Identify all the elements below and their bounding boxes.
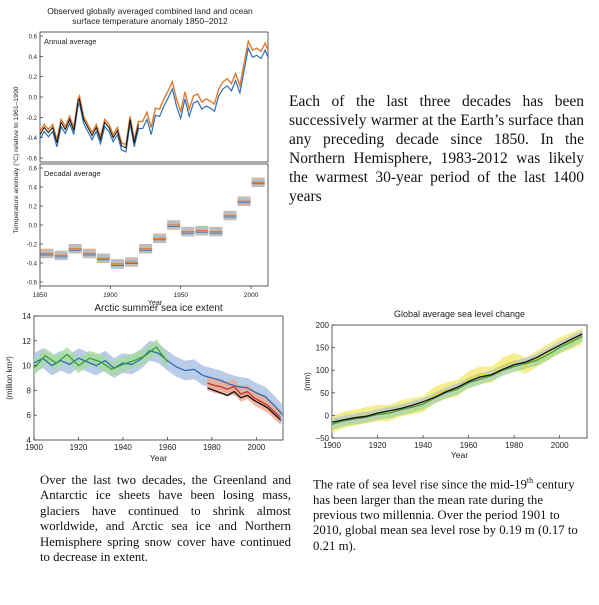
x-tick-label: 2000 (247, 443, 265, 452)
x-tick-label: 1900 (25, 443, 43, 452)
y-axis-label: (million km²) (5, 356, 14, 400)
y-tick-label: 0.0 (29, 96, 38, 102)
y-tick-label: −50 (315, 434, 329, 443)
y-tick-label: 0.0 (29, 224, 38, 230)
x-tick-label: 1850 (33, 292, 48, 299)
y-tick-label: 0 (325, 411, 330, 420)
x-tick-label: 1960 (158, 443, 176, 452)
sea-level-text-b: century has been larger than the mean ra… (313, 477, 578, 553)
annual-blue-line (39, 46, 269, 153)
x-tick-label: 1960 (460, 441, 478, 450)
x-tick-label: 2000 (244, 292, 259, 299)
panel-label: Annual average (44, 37, 97, 46)
x-tick-label: 1940 (414, 441, 432, 450)
y-tick-label: 10 (22, 362, 31, 371)
y-tick-label: 14 (22, 312, 31, 321)
green-series-line (331, 335, 583, 426)
x-tick-label: 1900 (323, 441, 341, 450)
x-axis-label: Year (451, 450, 468, 460)
green-series-line (33, 346, 168, 371)
y-tick-label: -0.4 (27, 262, 38, 268)
red-series-line (207, 382, 282, 419)
gray-series-line (331, 333, 583, 423)
chart-title-line-1: Observed globally averaged combined land… (47, 6, 253, 16)
y-tick-label: -0.6 (27, 157, 38, 163)
panel-frame (39, 163, 269, 287)
x-axis-label: Year (148, 300, 163, 305)
black-series-line (207, 387, 282, 421)
arctic-sea-ice-chart: Arctic summer sea ice extent 4 6 8 10 12 14 190… (5, 303, 284, 463)
y-tick-label: 0.2 (29, 75, 38, 81)
temperature-anomaly-chart: Observed globally averaged combined land… (12, 6, 269, 305)
x-tick-label: 1950 (174, 292, 189, 299)
y-tick-label: 0.6 (29, 35, 38, 41)
y-tick-label: -0.2 (27, 116, 38, 122)
x-tick-label: 1920 (369, 441, 387, 450)
panel-frame (39, 31, 269, 163)
x-tick-label: 1980 (203, 443, 221, 452)
ice-loss-paragraph: Over the last two decades, the Greenland… (40, 473, 291, 565)
annual-black-line (39, 97, 139, 149)
y-tick-label: 0.6 (29, 167, 38, 173)
chart-title-line-2: surface temperature anomaly 1850–2012 (72, 16, 228, 26)
y-tick-label: 50 (320, 389, 329, 398)
y-tick-label: 6 (27, 411, 32, 420)
y-tick-label: 200 (316, 321, 330, 330)
y-tick-label: 150 (316, 344, 330, 353)
x-axis-label: Year (150, 453, 167, 463)
x-tick-label: 1940 (114, 443, 132, 452)
blue-series-line (33, 349, 284, 416)
sea-level-text-a: The rate of sea level rise since the mid… (313, 477, 527, 492)
chart-title: Global average sea level change (394, 309, 525, 319)
y-tick-label: 0.4 (29, 55, 38, 61)
y-axis-label: Temperature anomaly (°C) relative to 196… (12, 86, 20, 233)
x-tick-label: 2000 (551, 441, 569, 450)
y-tick-label: 4 (27, 436, 32, 445)
x-tick-label: 1980 (505, 441, 523, 450)
green-uncertainty-band (34, 339, 168, 377)
y-tick-label: -0.2 (27, 243, 38, 249)
y-tick-label: 8 (27, 386, 32, 395)
chart-title: Arctic summer sea ice extent (94, 303, 223, 314)
plot-frame (33, 315, 284, 441)
warming-paragraph: Each of the last three decades has been … (289, 93, 584, 205)
y-tick-label: 12 (22, 337, 31, 346)
sea-level-paragraph: The rate of sea level rise since the mid… (313, 473, 585, 554)
gray-uncertainty-band (332, 330, 583, 427)
y-axis-label: (mm) (303, 372, 312, 391)
y-tick-label: -0.4 (27, 136, 38, 142)
y-tick-label: 0.4 (29, 186, 38, 192)
panel-label: Decadal average (44, 169, 101, 178)
plot-frame (331, 324, 588, 439)
sea-level-chart: Global average sea level change 200 150 100… (303, 309, 588, 460)
x-tick-label: 1900 (103, 292, 118, 299)
y-tick-label: 100 (316, 366, 330, 375)
x-tick-label: 1920 (70, 443, 88, 452)
annual-orange-line (39, 38, 269, 146)
sea-level-text-sup: th (526, 476, 534, 485)
y-tick-label: -0.6 (27, 281, 38, 287)
y-tick-label: 0.2 (29, 205, 38, 211)
